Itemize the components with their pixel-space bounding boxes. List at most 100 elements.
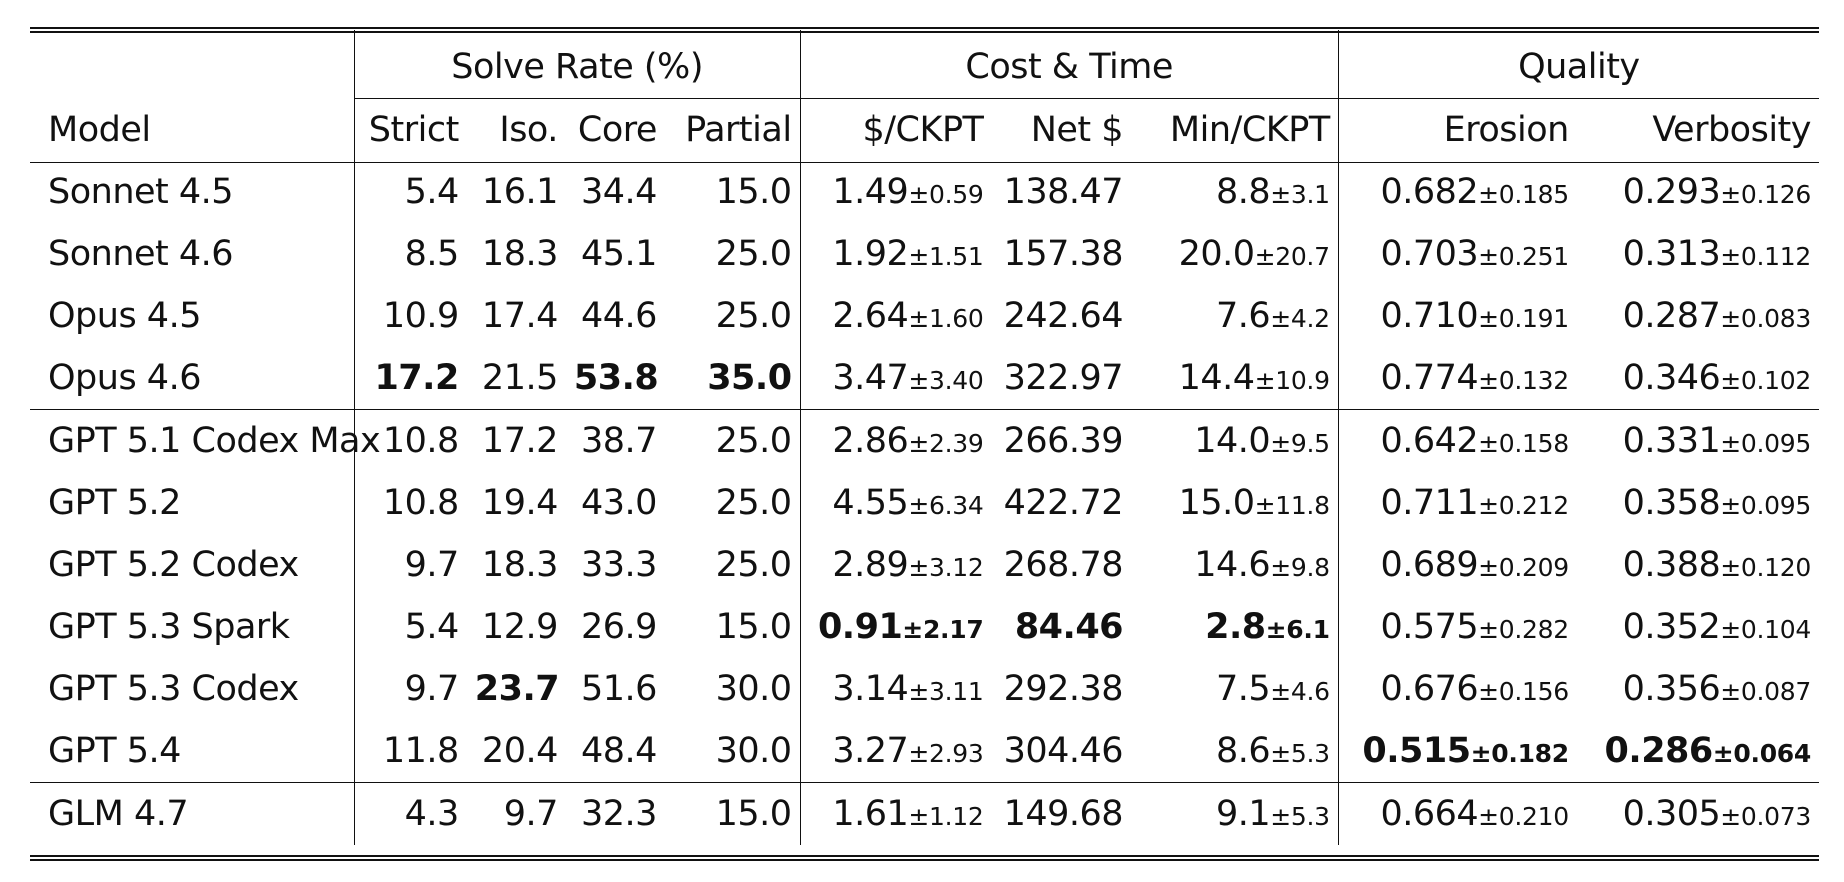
cell-min-per-ckpt-std: ±11.8 (1254, 491, 1330, 520)
cell-min-per-ckpt: 14.6±9.8 (1131, 534, 1338, 596)
cell-strict: 5.4 (353, 161, 467, 223)
cell-erosion: 0.689±0.209 (1337, 534, 1577, 596)
cell-cost-per-ckpt: 0.91±2.17 (799, 596, 992, 658)
cell-min-per-ckpt: 8.8±3.1 (1131, 161, 1338, 223)
cell-verbosity: 0.331±0.095 (1576, 409, 1819, 472)
cell-min-per-ckpt: 8.6±5.3 (1131, 720, 1338, 783)
column-header-iso: Iso. (499, 110, 558, 150)
cell-cost-per-ckpt-value: 2.64 (832, 296, 909, 336)
results-table-container: Solve Rate (%) Cost & Time Quality Model… (30, 30, 1819, 845)
cell-cost-per-ckpt-std: ±3.40 (908, 366, 984, 395)
cell-verbosity-std: ±0.095 (1720, 491, 1811, 520)
cell-strict: 8.5 (353, 223, 467, 285)
cell-cost-per-ckpt-std: ±1.12 (908, 802, 984, 831)
cell-cost-per-ckpt-std: ±6.34 (908, 491, 984, 520)
cell-verbosity: 0.358±0.095 (1577, 472, 1819, 534)
cell-net-cost: 268.78 (1003, 545, 1124, 585)
cell-iso: 20.4 (481, 731, 558, 771)
cell-min-per-ckpt: 7.5±4.6 (1131, 658, 1338, 720)
cell-verbosity-value: 0.356 (1622, 669, 1721, 709)
table-row: GPT 5.3 Codex 9.7 23.7 51.6 30.0 3.14±3.11 292… (30, 658, 1819, 720)
cell-erosion-std: ±0.182 (1470, 739, 1570, 768)
cell-erosion: 0.703±0.251 (1337, 223, 1577, 285)
cell-verbosity-std: ±0.112 (1720, 242, 1811, 271)
cell-net-cost: 157.38 (1003, 234, 1124, 274)
cell-erosion: 0.575±0.282 (1337, 596, 1577, 658)
cell-core: 45.1 (580, 234, 657, 274)
cell-iso: 19.4 (481, 483, 558, 523)
cell-core: 44.6 (580, 296, 657, 336)
cell-erosion-value: 0.515 (1362, 731, 1471, 771)
cell-net-cost: 292.38 (1003, 669, 1124, 709)
cell-model: GLM 4.7 (30, 782, 355, 845)
column-header-core: Core (577, 110, 658, 150)
cell-min-per-ckpt-std: ±3.1 (1270, 180, 1330, 209)
table-body: Sonnet 4.5 5.4 16.1 34.4 15.0 1.49±0.59 138.47… (30, 161, 1819, 845)
cell-cost-per-ckpt-value: 2.89 (832, 545, 909, 585)
group-header-solve-rate: Solve Rate (%) (353, 30, 801, 99)
cell-strict: 11.8 (353, 720, 467, 783)
cell-core: 32.3 (565, 782, 665, 845)
cell-cost-per-ckpt: 1.61±1.12 (799, 782, 992, 845)
cell-cost-per-ckpt-value: 2.86 (832, 421, 909, 461)
cell-verbosity: 0.346±0.102 (1577, 347, 1819, 410)
cell-min-per-ckpt-std: ±5.3 (1270, 802, 1330, 831)
table-row: GPT 5.1 Codex Max 10.8 17.2 38.7 25.0 2.86±2.… (30, 409, 1819, 472)
cell-cost-per-ckpt: 3.47±3.40 (799, 347, 992, 410)
cell-min-per-ckpt-std: ±4.6 (1270, 677, 1330, 706)
cell-core: 34.4 (580, 172, 657, 212)
cell-partial: 15.0 (664, 782, 801, 845)
cell-cost-per-ckpt-value: 1.92 (832, 234, 909, 274)
cell-min-per-ckpt: 15.0±11.8 (1131, 472, 1338, 534)
cell-erosion-std: ±0.132 (1478, 366, 1569, 395)
cell-min-per-ckpt-std: ±10.9 (1254, 366, 1330, 395)
cell-net-cost: 84.46 (1014, 607, 1124, 647)
cell-iso: 23.7 (474, 669, 560, 709)
cell-core: 53.8 (573, 358, 659, 398)
cell-erosion-std: ±0.212 (1478, 491, 1569, 520)
cell-iso: 16.1 (481, 172, 558, 212)
cell-verbosity: 0.293±0.126 (1577, 161, 1819, 223)
cell-model: Sonnet 4.5 (48, 172, 234, 212)
cell-partial: 25.0 (664, 409, 801, 472)
cell-model: GPT 5.3 Codex (48, 669, 299, 709)
cell-verbosity-std: ±0.095 (1720, 429, 1811, 458)
cell-cost-per-ckpt-std: ±0.59 (908, 180, 984, 209)
cell-erosion: 0.515±0.182 (1337, 720, 1577, 783)
table-row: Sonnet 4.6 8.5 18.3 45.1 25.0 1.92±1.51 157.38… (30, 223, 1819, 285)
cell-cost-per-ckpt-std: ±3.12 (908, 553, 984, 582)
cell-partial: 15.0 (715, 172, 792, 212)
cell-cost-per-ckpt-value: 1.61 (832, 794, 909, 834)
cell-cost-per-ckpt: 2.64±1.60 (799, 285, 992, 347)
cell-verbosity-std: ±0.087 (1720, 677, 1811, 706)
cell-core: 43.0 (580, 483, 657, 523)
cell-erosion-value: 0.676 (1380, 669, 1479, 709)
cell-erosion: 0.642±0.158 (1337, 409, 1577, 472)
cell-erosion-std: ±0.158 (1478, 429, 1569, 458)
cell-model: GPT 5.2 (48, 483, 181, 523)
table-bottom-rule (30, 855, 1819, 861)
cell-iso: 17.4 (481, 296, 558, 336)
cell-min-per-ckpt-value: 9.1 (1216, 794, 1271, 834)
cell-erosion: 0.774±0.132 (1337, 347, 1577, 410)
cell-min-per-ckpt: 14.4±10.9 (1131, 347, 1338, 410)
cell-cost-per-ckpt: 3.14±3.11 (799, 658, 992, 720)
cell-partial: 30.0 (715, 669, 792, 709)
cell-min-per-ckpt-std: ±20.7 (1254, 242, 1330, 271)
cell-verbosity-std: ±0.126 (1720, 180, 1811, 209)
cell-partial: 25.0 (715, 234, 792, 274)
cell-verbosity: 0.356±0.087 (1577, 658, 1819, 720)
cell-net-cost: 266.39 (991, 409, 1132, 472)
cell-iso: 17.2 (466, 409, 566, 472)
group-header-cost-time: Cost & Time (799, 30, 1339, 99)
cell-erosion-value: 0.711 (1380, 483, 1479, 523)
column-header-cost-per-ckpt: $/CKPT (799, 98, 992, 161)
cell-strict: 9.7 (353, 658, 467, 720)
cell-partial: 15.0 (715, 607, 792, 647)
cell-erosion: 0.711±0.212 (1337, 472, 1577, 534)
cell-erosion-value: 0.642 (1380, 421, 1479, 461)
cell-cost-per-ckpt: 1.49±0.59 (799, 161, 992, 223)
cell-core: 26.9 (580, 607, 657, 647)
cell-partial: 25.0 (715, 483, 792, 523)
cell-cost-per-ckpt-std: ±2.17 (902, 615, 984, 644)
